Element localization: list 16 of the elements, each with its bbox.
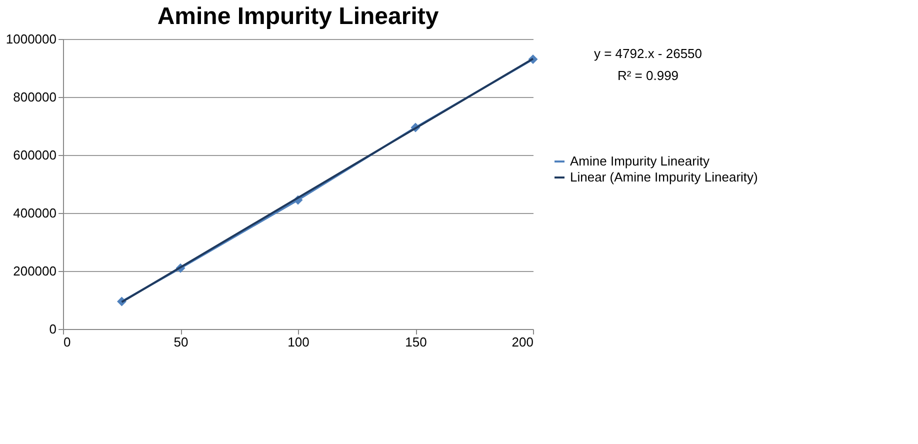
text: R² = 0.999 [617,68,679,83]
text: y = 4792.x - 26550 [594,46,702,61]
y-tick-label: 0 [49,322,56,336]
legend-label: Linear (Amine Impurity Linearity) [570,170,758,184]
y-tick-label: 1000000 [6,32,56,46]
x-tick-label: 200 [512,334,534,350]
y-tick-label: 200000 [13,264,56,278]
y-tick-label: 400000 [13,206,56,220]
legend-label: Amine Impurity Linearity [570,154,710,168]
x-tick-label: 100 [288,334,310,350]
x-tick-label: 0 [64,334,71,350]
x-tick-label: 50 [174,334,188,350]
y-tick-label: 600000 [13,148,56,162]
x-tick-label: 150 [405,334,427,350]
y-tick-label: 800000 [13,90,56,104]
chart-title: Amine Impurity Linearity [157,3,440,30]
